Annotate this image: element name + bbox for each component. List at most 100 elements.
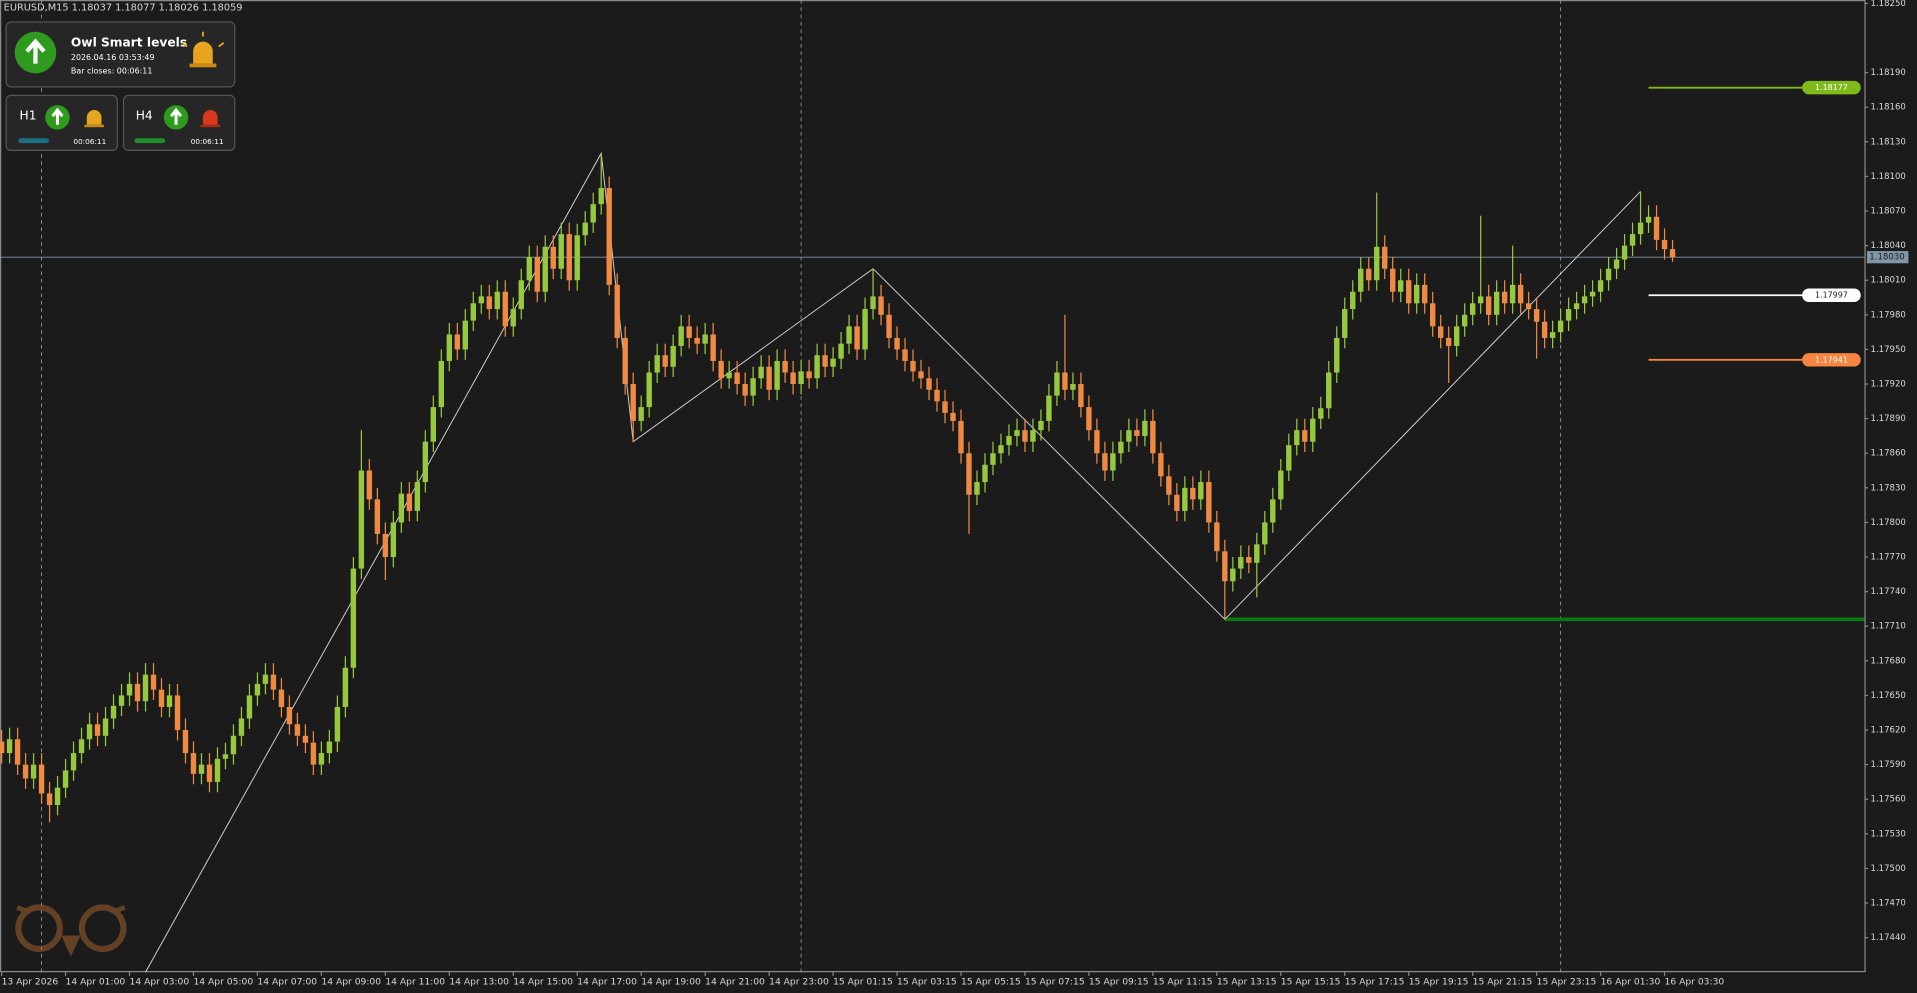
candle-body xyxy=(222,754,229,759)
candle-body xyxy=(1406,280,1412,304)
x-tick-label: 15 Apr 13:15 xyxy=(1217,976,1277,987)
y-tick-label: 1.18070 xyxy=(1871,207,1906,217)
candle-body xyxy=(478,296,484,304)
y-tick-label: 1.17830 xyxy=(1871,483,1906,493)
progress-bar xyxy=(134,138,166,144)
candle-body xyxy=(1254,544,1260,563)
candle-body xyxy=(550,246,556,269)
candle-body xyxy=(1541,321,1548,338)
x-tick-label: 14 Apr 19:00 xyxy=(641,976,701,987)
candle-body xyxy=(1014,430,1020,436)
plot-area: 1.18177 1.17997 1.17941 xyxy=(0,0,1865,973)
logo xyxy=(15,904,127,957)
candle-body xyxy=(294,724,301,736)
candle-body xyxy=(134,683,141,702)
candle-body xyxy=(1166,476,1172,495)
candle-body xyxy=(782,360,788,373)
candle-body xyxy=(1629,234,1636,246)
candle-body xyxy=(334,706,341,742)
candle-body xyxy=(358,470,365,569)
candle-body xyxy=(710,334,716,361)
x-tick-label: 14 Apr 11:00 xyxy=(385,976,445,987)
candle-body xyxy=(974,482,980,495)
candle-body xyxy=(1661,239,1668,250)
candle-body xyxy=(1294,430,1300,446)
candle-body xyxy=(702,334,708,344)
candle-body xyxy=(470,303,476,321)
level-tag xyxy=(1802,80,1861,95)
candle-body xyxy=(1318,408,1324,419)
candle-body xyxy=(718,360,724,379)
candle-body xyxy=(70,753,77,771)
candle-body xyxy=(1453,326,1460,346)
y-tick-label: 1.18190 xyxy=(1871,68,1906,78)
candle-body xyxy=(1477,296,1484,304)
y-tick-label: 1.18040 xyxy=(1871,241,1906,251)
y-tick-label: 1.17440 xyxy=(1871,933,1906,943)
candle-body xyxy=(190,753,197,774)
y-tick-label: 1.17710 xyxy=(1871,622,1906,632)
candle-body xyxy=(94,724,101,736)
x-tick-label: 15 Apr 19:15 xyxy=(1409,976,1469,987)
y-tick-label: 1.18250 xyxy=(1871,0,1906,9)
candle-body xyxy=(1533,309,1540,322)
up-arrow xyxy=(169,107,183,125)
candle-body xyxy=(1030,430,1036,442)
candle-body xyxy=(966,453,972,495)
candle-body xyxy=(918,371,924,379)
up-arrow xyxy=(51,107,64,125)
candle-body xyxy=(310,742,317,765)
candle-body xyxy=(318,753,325,765)
candle-body xyxy=(230,735,237,755)
candle-body xyxy=(62,770,69,788)
candle-body xyxy=(1246,557,1252,563)
up-arrow xyxy=(25,38,46,64)
alarm-icon xyxy=(181,31,225,68)
candle-body xyxy=(1278,470,1284,500)
level-tag xyxy=(1802,353,1861,367)
candle-body xyxy=(950,412,956,421)
candle-body xyxy=(510,309,516,327)
symbol-header: EURUSD,M15 1.18037 1.18077 1.18026 1.180… xyxy=(4,2,243,13)
widget-bar-closes: Bar closes: 00:06:11 xyxy=(71,66,153,75)
candle-body xyxy=(254,683,261,696)
y-tick-label: 1.17800 xyxy=(1871,518,1906,528)
candle-body xyxy=(838,343,844,359)
candle-body xyxy=(270,674,277,690)
candle-body xyxy=(1430,303,1436,327)
y-tick-label: 1.17530 xyxy=(1871,829,1906,839)
candle-body xyxy=(454,334,461,350)
candle-body xyxy=(1270,499,1276,523)
candle-body xyxy=(1549,332,1556,338)
candle-body xyxy=(1078,384,1084,408)
candle-body xyxy=(590,204,596,223)
x-tick-label: 14 Apr 15:00 xyxy=(513,976,573,987)
candle-body xyxy=(54,787,61,805)
candle-body xyxy=(1070,384,1076,390)
candle-body xyxy=(1118,441,1124,454)
candle-body xyxy=(1022,430,1028,442)
y-tick-label: 1.17740 xyxy=(1871,587,1906,597)
x-tick-label: 13 Apr 2026 xyxy=(2,976,59,987)
candle-body xyxy=(1342,309,1348,338)
candle-body xyxy=(0,741,5,754)
candle-body xyxy=(1613,259,1620,269)
candle-body xyxy=(830,358,836,367)
candle-body xyxy=(14,739,21,765)
candle-body xyxy=(582,222,588,236)
candle-body xyxy=(430,407,437,442)
candle-body xyxy=(1286,445,1292,471)
candle-body xyxy=(1501,291,1508,304)
candle-body xyxy=(1653,216,1660,240)
candle-body xyxy=(382,533,389,558)
candle-body xyxy=(150,674,157,690)
candle-body xyxy=(894,337,900,350)
y-tick-label: 1.17650 xyxy=(1871,691,1906,701)
candle-body xyxy=(1350,291,1356,310)
x-tick-label: 16 Apr 03:30 xyxy=(1665,976,1725,987)
x-tick-label: 14 Apr 21:00 xyxy=(705,976,765,987)
candle-body xyxy=(142,674,149,702)
candle-body xyxy=(566,234,572,281)
candle-body xyxy=(1190,487,1196,500)
candle-body xyxy=(790,372,796,385)
